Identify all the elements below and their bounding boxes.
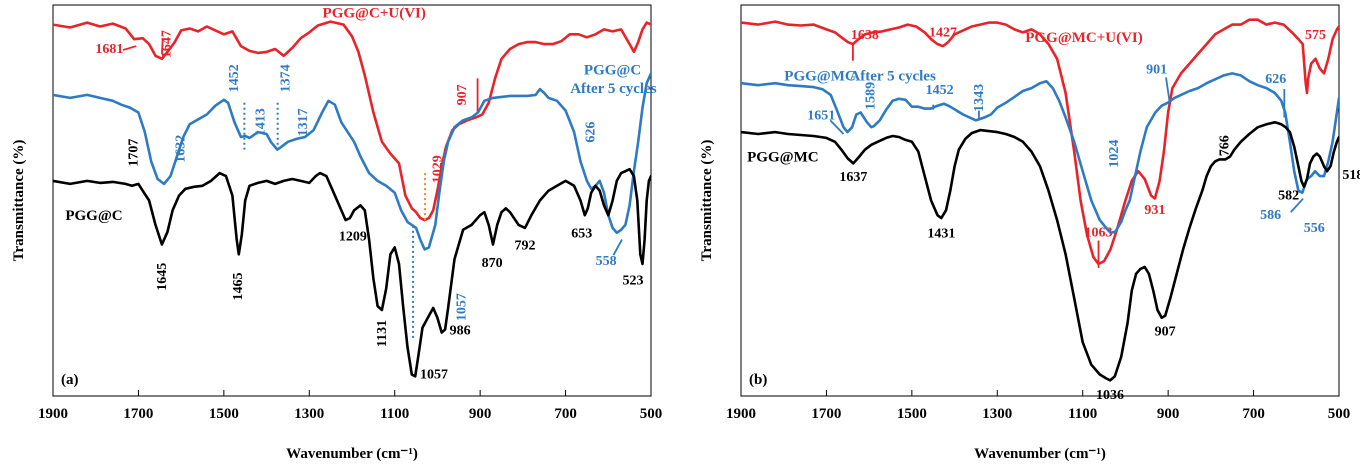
peak-leader-line xyxy=(161,38,164,54)
peak-label: 907 xyxy=(1155,324,1176,339)
peak-label: 1647 xyxy=(159,30,174,58)
peak-label: 1209 xyxy=(339,230,367,245)
peak-leader-line xyxy=(829,119,845,135)
x-tick-label: 1900 xyxy=(726,406,756,422)
peak-label: 931 xyxy=(1144,203,1165,218)
x-tick-label: 500 xyxy=(640,406,663,422)
peak-label: 907 xyxy=(455,84,470,105)
panel-b: 1900 1700 1500 1300 1100 900 700 500 Wavenumber … xyxy=(699,4,1360,462)
peak-label: 518 xyxy=(1342,168,1360,183)
peak-label: 1465 xyxy=(231,273,246,301)
panel-a: 1900 1700 1500 1300 1100 900 700 500 Wavenumber … xyxy=(11,4,663,462)
peak-label: 1063 xyxy=(1085,226,1113,241)
peak-label: 1036 xyxy=(1096,388,1124,403)
series-pgg-c-after-5-cycles: PGG@C After 5 cycles 1632 1452 1413 1374 1317 6… xyxy=(53,62,657,340)
peak-label: 766 xyxy=(1218,135,1233,156)
peak-label: 653 xyxy=(571,227,592,242)
peak-leader-line xyxy=(1290,197,1304,213)
peak-label: 1651 xyxy=(807,108,835,123)
peak-label: 1374 xyxy=(278,64,293,92)
series-name-label: PGG@MC xyxy=(747,149,818,165)
panel-label: (a) xyxy=(61,372,79,388)
x-tick-label: 500 xyxy=(1328,406,1351,422)
series-name-label: PGG@C+U(VI) xyxy=(323,6,426,22)
series-name-label: PGG@C xyxy=(584,62,641,78)
series-name-label: PGG@MC xyxy=(784,68,855,84)
series-name-label: After 5 cycles xyxy=(570,81,657,97)
x-tick-label: 1700 xyxy=(123,406,153,422)
peak-label: 1024 xyxy=(1107,140,1122,168)
x-axis-title: Wavenumber (cm⁻¹) xyxy=(286,446,418,462)
y-axis-title: Transmittance (%) xyxy=(11,140,27,262)
peak-label: 558 xyxy=(596,254,617,269)
peak-label: 523 xyxy=(623,274,644,289)
x-tick-label: 700 xyxy=(1242,406,1265,422)
series-line-pgg-mc-after-5-cycles xyxy=(741,72,1339,235)
peak-label: 1707 xyxy=(126,139,141,167)
peak-label: 1131 xyxy=(375,320,390,347)
peak-label: 1057 xyxy=(420,367,448,382)
series-line-pgg-mc xyxy=(741,121,1339,382)
panel-label: (b) xyxy=(749,372,767,388)
peak-label: 626 xyxy=(1265,72,1286,87)
plot-frame-a xyxy=(52,4,652,397)
peak-label: 1057 xyxy=(454,293,469,321)
peak-label: 1431 xyxy=(927,227,955,242)
series-name-label: PGG@MC+U(VI) xyxy=(1025,30,1142,46)
peak-label: 1413 xyxy=(254,108,269,136)
peak-label: 901 xyxy=(1146,62,1167,77)
peak-label: 870 xyxy=(482,256,503,271)
y-axis-title: Transmittance (%) xyxy=(699,140,715,262)
series-name-label: PGG@C xyxy=(65,208,122,224)
x-tick-label: 1500 xyxy=(209,406,239,422)
x-tick-label: 1100 xyxy=(380,406,409,422)
peak-label: 1427 xyxy=(929,25,957,40)
peak-label: 1637 xyxy=(839,170,867,185)
x-tick-label: 900 xyxy=(469,406,492,422)
peak-label: 582 xyxy=(1278,189,1299,204)
series-pgg-mc: PGG@MC 1637 1431 766 582 518 907 1036 xyxy=(741,121,1360,403)
x-tick-label: 1700 xyxy=(811,406,841,422)
peak-label: 792 xyxy=(514,238,535,253)
peak-label: 1452 xyxy=(227,64,242,92)
peak-leader-line xyxy=(122,45,137,51)
series-pgg-mc-u-vi: PGG@MC+U(VI) 1638 1427 575 1063 931 xyxy=(741,18,1339,268)
peak-label: 1645 xyxy=(155,263,170,291)
series-line-pgg-c-u-vi xyxy=(53,20,651,222)
peak-leader-line xyxy=(1165,77,1171,101)
series-name-label: After 5 cycles xyxy=(849,68,936,84)
series-line-pgg-mc-u-vi xyxy=(741,18,1339,266)
peak-label: 1452 xyxy=(926,83,954,98)
peak-label: 575 xyxy=(1305,28,1326,43)
peak-label: 1589 xyxy=(863,82,878,110)
peak-label: 1638 xyxy=(851,28,879,43)
x-tick-label: 700 xyxy=(554,406,577,422)
plot-frame-b xyxy=(740,4,1340,397)
x-tick-label: 1100 xyxy=(1068,406,1097,422)
x-tick-label: 900 xyxy=(1157,406,1180,422)
peak-label: 986 xyxy=(450,323,471,338)
x-tick-label: 1500 xyxy=(897,406,927,422)
series-pgg-c: PGG@C 1707 1645 1465 1209 1131 1057 986 870 792 65… xyxy=(53,139,651,382)
peak-label: 1681 xyxy=(95,42,123,57)
peak-label: 1343 xyxy=(972,84,987,112)
x-tick-label: 1900 xyxy=(38,406,68,422)
series-line-pgg-c xyxy=(53,167,651,378)
peak-label: 556 xyxy=(1304,221,1325,236)
x-tick-label: 1300 xyxy=(294,406,324,422)
peak-label: 626 xyxy=(583,122,598,143)
x-axis-title: Wavenumber (cm⁻¹) xyxy=(974,446,1106,462)
peak-label: 586 xyxy=(1260,208,1281,223)
peak-label: 1632 xyxy=(173,135,188,163)
peak-leader-line xyxy=(612,239,623,256)
x-tick-label: 1300 xyxy=(982,406,1012,422)
peak-label: 1317 xyxy=(296,108,311,136)
series-line-pgg-c-after-5-cycles xyxy=(53,72,651,251)
